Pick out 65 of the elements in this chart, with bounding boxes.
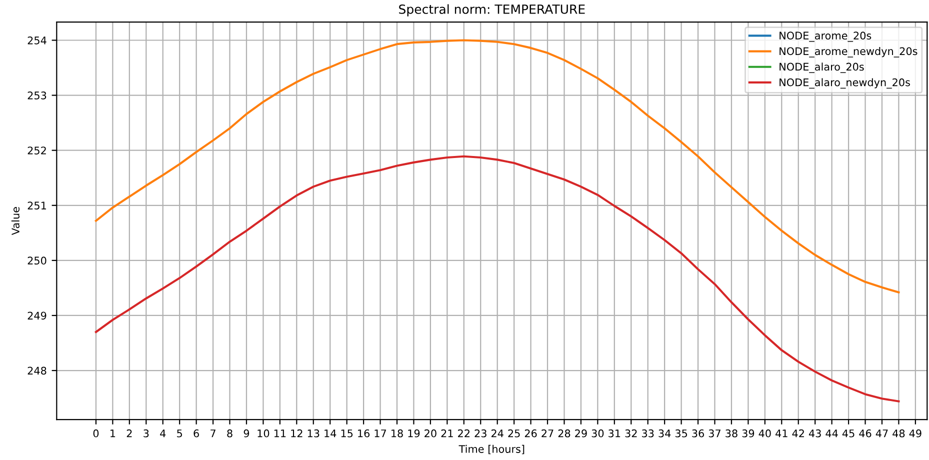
x-tick-label: 24 xyxy=(491,429,504,438)
x-tick-label: 17 xyxy=(374,430,386,438)
x-tick-label: 14 xyxy=(324,430,336,438)
x-tick-label: 4 xyxy=(160,430,166,438)
x-tick-label: 21 xyxy=(441,429,453,438)
x-tick-label: 16 xyxy=(358,429,370,438)
x-tick-label: 1 xyxy=(110,430,116,438)
x-tick-label: 19 xyxy=(408,429,420,438)
x-tick-label: 42 xyxy=(792,429,804,438)
x-tick-label: 49 xyxy=(909,429,922,438)
x-tick-label: 38 xyxy=(726,429,738,438)
x-tick-label: 11 xyxy=(274,430,286,438)
legend-label: NODE_arome_newdyn_20s xyxy=(780,47,918,58)
x-tick-label: 35 xyxy=(675,429,688,438)
x-tick-label: 10 xyxy=(258,429,270,438)
line-series xyxy=(94,155,900,402)
x-tick-label: 41 xyxy=(776,430,788,438)
x-tick-label: 44 xyxy=(826,430,838,438)
y-tick-label: 251 xyxy=(28,202,46,210)
legend-label: NODE_arome_20s xyxy=(780,32,872,42)
x-tick-label: 47 xyxy=(876,430,888,438)
x-tick-label: 28 xyxy=(558,429,570,438)
x-tick-label: 29 xyxy=(575,429,587,438)
x-tick-label: 2 xyxy=(126,429,132,438)
x-tick-label: 46 xyxy=(859,429,872,438)
x-tick-label: 45 xyxy=(842,430,854,438)
x-tick-label: 48 xyxy=(892,429,905,438)
y-tick-label: 253 xyxy=(28,92,46,100)
y-tick-label: 249 xyxy=(28,312,46,320)
x-tick-label: 23 xyxy=(474,429,486,438)
x-tick-label: 32 xyxy=(625,429,637,438)
x-tick-label: 8 xyxy=(227,429,232,438)
y-tick-label: 250 xyxy=(28,256,46,265)
x-tick-label: 27 xyxy=(542,429,554,438)
legend-label: NODE_alaro_20s xyxy=(780,62,864,73)
x-tick-label: 5 xyxy=(177,430,182,438)
x-tick-label: 30 xyxy=(592,429,604,438)
x-tick-label: 43 xyxy=(808,429,821,438)
y-tick-label: 248 xyxy=(28,366,46,375)
x-tick-label: 3 xyxy=(144,429,149,438)
x-tick-label: 37 xyxy=(708,429,720,438)
y-tick-label: 252 xyxy=(28,146,46,154)
legend-label: NODE_alaro_newdyn_20s xyxy=(780,78,910,89)
x-tick-label: 36 xyxy=(692,429,704,438)
x-tick-label: 18 xyxy=(392,429,403,438)
x-tick-label: 31 xyxy=(608,429,620,438)
x-tick-label: 25 xyxy=(508,429,520,438)
x-tick-label: 0 xyxy=(93,429,99,438)
x-tick-label: 34 xyxy=(658,429,671,438)
x-tick-label: 15 xyxy=(341,430,353,438)
x-tick-label: 12 xyxy=(291,429,302,438)
y-tick-label: 254 xyxy=(28,36,46,44)
x-tick-label: 39 xyxy=(742,429,754,438)
x-tick-label: 40 xyxy=(758,429,771,438)
x-tick-label: 13 xyxy=(308,429,320,438)
chart-title: Spectral norm: TEMPERATURE xyxy=(399,4,585,16)
x-tick-label: 9 xyxy=(244,429,250,438)
y-axis-title: Value xyxy=(11,207,20,236)
x-tick-label: 33 xyxy=(642,429,654,438)
x-axis-title: Time [hours] xyxy=(458,444,524,454)
x-tick-label: 20 xyxy=(424,429,436,438)
x-tick-label: 6 xyxy=(194,429,199,438)
x-tick-label: 26 xyxy=(524,429,537,438)
x-tick-label: 22 xyxy=(458,429,470,438)
x-tick-label: 7 xyxy=(210,430,216,438)
